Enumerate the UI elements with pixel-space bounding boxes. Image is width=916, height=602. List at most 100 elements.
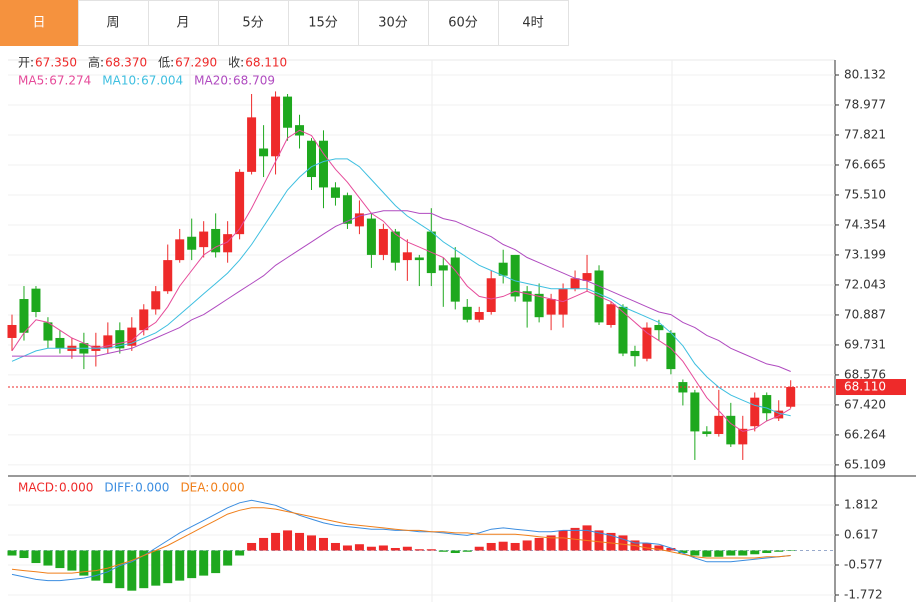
macd-bar bbox=[414, 549, 424, 551]
macd-bar bbox=[43, 550, 53, 566]
candle-body bbox=[259, 148, 269, 157]
macd-bar bbox=[91, 550, 101, 581]
candle-body bbox=[342, 195, 352, 224]
tab-label: 月 bbox=[176, 16, 189, 31]
y-tick-label: 73.199 bbox=[844, 247, 886, 261]
candle-body bbox=[750, 397, 760, 427]
candle-body bbox=[247, 117, 257, 172]
macd-bar bbox=[474, 546, 484, 551]
macd-bar bbox=[654, 545, 664, 551]
macd-bar bbox=[402, 546, 412, 551]
macd-bar bbox=[295, 532, 305, 551]
macd-bar bbox=[330, 542, 340, 551]
macd-bar bbox=[498, 541, 508, 551]
macd-bar bbox=[211, 550, 221, 574]
candle-body bbox=[666, 332, 676, 370]
macd-bar bbox=[283, 530, 293, 551]
candle-body bbox=[271, 96, 281, 157]
macd-bar bbox=[127, 550, 137, 591]
legend-text: 68.110 bbox=[245, 56, 287, 70]
macd-bar bbox=[19, 550, 29, 559]
y-tick-label: -0.577 bbox=[844, 557, 883, 571]
candle-body bbox=[654, 324, 664, 331]
macd-bar bbox=[510, 542, 520, 551]
tab[interactable]: 60分 bbox=[428, 0, 499, 46]
macd-bar bbox=[271, 532, 281, 551]
candle-body bbox=[115, 330, 125, 349]
macd-bar bbox=[175, 550, 185, 581]
tab[interactable]: 日 bbox=[0, 0, 79, 46]
macd-bar bbox=[55, 550, 65, 569]
macd-bar bbox=[426, 549, 436, 551]
tab-label: 日 bbox=[32, 16, 45, 31]
legend-text: MA5: bbox=[18, 74, 48, 88]
legend-text: 开: bbox=[18, 56, 34, 70]
legend-text: 0.000 bbox=[210, 481, 244, 495]
tab[interactable]: 周 bbox=[78, 0, 149, 46]
legend-text: 67.290 bbox=[175, 56, 217, 70]
macd-bar bbox=[259, 537, 269, 551]
legend-text: MA20: bbox=[194, 74, 232, 88]
legend-text: DIFF: bbox=[104, 481, 134, 495]
candle-body bbox=[163, 260, 173, 292]
y-tick-label: 0.617 bbox=[844, 528, 878, 542]
macd-bar bbox=[534, 537, 544, 551]
tab-label: 4时 bbox=[522, 16, 543, 31]
legend-text: 收: bbox=[228, 56, 244, 70]
legend-text: 低: bbox=[158, 56, 174, 70]
macd-bar bbox=[486, 542, 496, 551]
tab[interactable]: 月 bbox=[148, 0, 219, 46]
macd-bar bbox=[366, 546, 376, 551]
macd-bar bbox=[582, 525, 592, 551]
candle-body bbox=[606, 304, 616, 325]
y-tick-label: 75.510 bbox=[844, 187, 886, 201]
ma-line bbox=[12, 210, 791, 372]
macd-line bbox=[11, 507, 791, 574]
candle-body bbox=[510, 254, 520, 297]
candle-body bbox=[534, 293, 544, 318]
macd-bar bbox=[139, 550, 149, 589]
candle-body bbox=[318, 140, 328, 188]
y-tick-label: 65.109 bbox=[844, 457, 886, 471]
macd-bar bbox=[678, 550, 688, 554]
y-tick-label: 68.576 bbox=[844, 367, 886, 381]
macd-bar bbox=[31, 550, 41, 564]
tab-bg bbox=[498, 0, 569, 46]
legend-text: 高: bbox=[88, 55, 104, 70]
tab[interactable]: 5分 bbox=[218, 0, 289, 46]
macd-bar bbox=[247, 542, 257, 551]
y-tick-label: 76.665 bbox=[844, 157, 886, 171]
macd-bar bbox=[558, 530, 568, 551]
candle-body bbox=[402, 252, 412, 261]
macd-bar bbox=[187, 550, 197, 579]
macd-bar bbox=[714, 550, 724, 557]
tab-bg bbox=[288, 0, 359, 46]
tab[interactable]: 30分 bbox=[358, 0, 429, 46]
legend-text: 67.350 bbox=[35, 56, 77, 70]
candle-body bbox=[307, 140, 316, 178]
legend-text: 68.370 bbox=[105, 56, 147, 70]
candle-body bbox=[390, 231, 400, 263]
tab[interactable]: 15分 bbox=[288, 0, 359, 46]
macd-bar bbox=[642, 542, 652, 551]
legend-text: 0.000 bbox=[135, 481, 169, 495]
candle-body bbox=[546, 299, 556, 315]
candle-body bbox=[414, 257, 424, 261]
y-tick-label: 67.420 bbox=[844, 397, 886, 411]
tab-bg bbox=[218, 0, 289, 46]
candle-body bbox=[330, 187, 340, 198]
legend-text: 68.709 bbox=[233, 74, 275, 88]
tab-bg bbox=[428, 0, 499, 46]
macd-bar bbox=[702, 550, 712, 557]
candle-body bbox=[438, 265, 448, 271]
candle-body bbox=[354, 213, 364, 227]
y-tick-label: 70.887 bbox=[844, 307, 886, 321]
y-tick-label: 78.977 bbox=[844, 97, 886, 111]
tab[interactable]: 4时 bbox=[498, 0, 569, 46]
candle-body bbox=[19, 299, 29, 333]
macd-bar bbox=[786, 550, 796, 552]
tab-label: 周 bbox=[106, 16, 119, 31]
candle-body bbox=[582, 273, 592, 281]
last-price-label: 68.110 bbox=[844, 380, 886, 394]
